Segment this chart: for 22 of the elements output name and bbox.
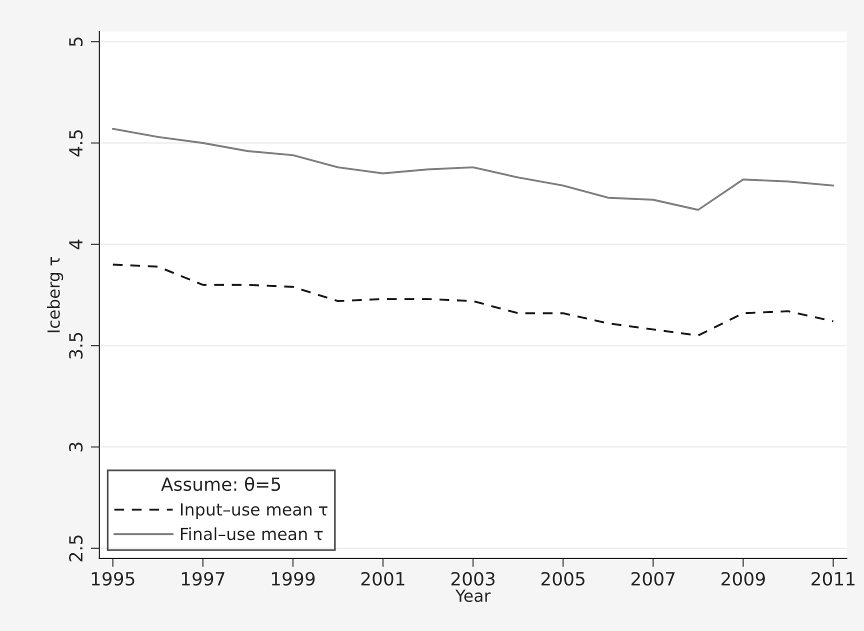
y-tick-label: 3.5 [69, 332, 83, 359]
x-axis-title: Year [455, 590, 491, 602]
x-tick-label: 2005 [541, 572, 584, 586]
x-tick-label: 2001 [361, 572, 404, 586]
x-tick-label: 1995 [92, 572, 134, 586]
y-axis-title: Iceberg τ [47, 256, 64, 332]
y-tick-label: 5 [69, 38, 83, 46]
y-tick-label: 4.5 [69, 130, 83, 156]
y-tick-label: 3 [69, 442, 83, 452]
x-tick-label: 1997 [182, 572, 224, 586]
legend-title: Assume: θ=5 [161, 476, 280, 492]
x-tick-label: 2003 [451, 572, 495, 586]
y-tick-label: 2.5 [69, 536, 83, 562]
x-tick-label: 1999 [272, 572, 315, 586]
x-tick-label: 2009 [722, 572, 765, 586]
line-series [112, 128, 834, 211]
line-series [112, 264, 834, 336]
y-tick-label: 4 [69, 240, 82, 250]
x-tick-label: 2007 [631, 572, 675, 586]
legend-label: Final–use mean τ [180, 527, 323, 540]
x-tick-label: 2011 [812, 572, 855, 586]
legend-label: Input–use mean τ [180, 503, 328, 519]
